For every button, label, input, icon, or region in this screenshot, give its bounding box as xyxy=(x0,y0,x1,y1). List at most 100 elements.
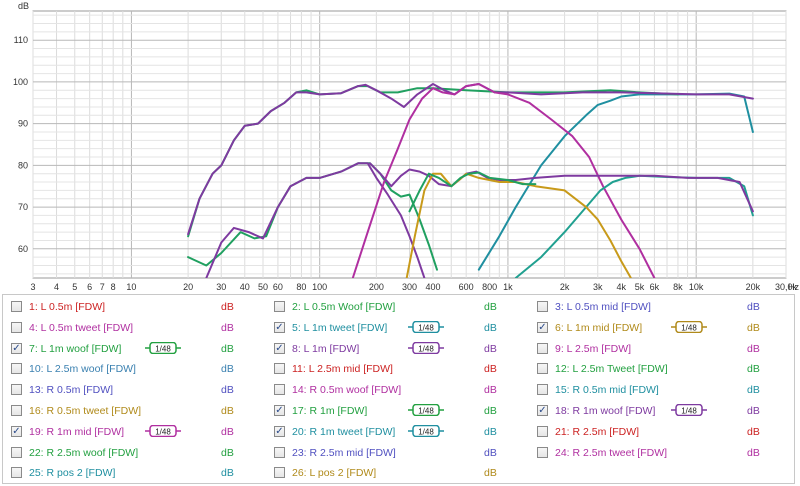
legend-checkbox[interactable] xyxy=(11,405,22,416)
legend-checkbox[interactable] xyxy=(537,301,548,312)
smoothing-badge[interactable]: 1/48 xyxy=(408,424,444,437)
x-tick-label: 100 xyxy=(312,282,327,292)
legend-entry[interactable]: ✓ 18: R 1m woof [FDW] 1/48 dB xyxy=(533,401,783,421)
legend-checkbox[interactable] xyxy=(11,321,22,333)
legend-checkbox[interactable] xyxy=(537,342,548,354)
legend-checkbox[interactable] xyxy=(537,425,548,437)
series-line-3[interactable] xyxy=(187,83,754,236)
legend-entry[interactable]: 25: R pos 2 [FDW] dB xyxy=(7,463,257,483)
frequency-response-chart[interactable]: 3 4 5 6 7 8 10 20 30 40 50 60 80 100 200 300 400 600 800 1k… xyxy=(0,0,800,292)
smoothing-badge[interactable]: 1/48 xyxy=(145,341,181,354)
smoothing-badge[interactable]: 1/48 xyxy=(145,424,181,437)
legend-checkbox[interactable] xyxy=(274,467,285,479)
smoothing-badge[interactable]: 1/48 xyxy=(671,404,707,416)
legend-label: 25: R pos 2 [FDW] xyxy=(29,467,116,480)
legend-entry[interactable]: ✓ 17: R 1m [FDW] 1/48 dB xyxy=(270,401,520,421)
legend-unit[interactable]: dB xyxy=(484,321,497,334)
legend-unit[interactable]: dB xyxy=(221,467,234,480)
legend-checkbox[interactable] xyxy=(11,363,22,375)
legend-entry[interactable]: 10: L 2.5m woof [FDW] dB xyxy=(7,359,257,379)
legend-unit[interactable]: dB xyxy=(221,425,234,438)
legend-unit[interactable]: dB xyxy=(484,425,497,438)
legend-unit[interactable]: dB xyxy=(221,301,234,313)
legend-entry[interactable]: 2: L 0.5m Woof [FDW] dB xyxy=(270,297,520,317)
legend-entry[interactable]: 13: R 0.5m [FDW] dB xyxy=(7,380,257,400)
series-line-7[interactable] xyxy=(514,174,754,278)
legend-entry[interactable]: 22: R 2.5m woof [FDW] dB xyxy=(7,443,257,463)
legend-unit[interactable]: dB xyxy=(221,363,234,376)
legend-unit[interactable]: dB xyxy=(484,301,497,313)
legend-checkbox[interactable]: ✓ xyxy=(274,405,285,416)
legend-checkbox[interactable]: ✓ xyxy=(274,321,285,333)
legend-checkbox[interactable]: ✓ xyxy=(537,405,548,416)
legend-unit[interactable]: dB xyxy=(747,342,760,355)
legend-checkbox[interactable] xyxy=(274,446,285,458)
legend-entry[interactable]: ✓ 19: R 1m mid [FDW] 1/48 dB xyxy=(7,422,257,442)
legend-unit[interactable]: dB xyxy=(484,363,497,376)
legend-entry[interactable]: ✓ 6: L 1m mid [FDW] 1/48 dB xyxy=(533,318,783,338)
legend-checkbox[interactable] xyxy=(274,384,285,396)
legend-unit[interactable]: dB xyxy=(747,301,760,313)
legend-entry[interactable]: ✓ 7: L 1m woof [FDW] 1/48 dB xyxy=(7,339,257,359)
legend-entry[interactable]: 11: L 2.5m mid [FDW] dB xyxy=(270,359,520,379)
legend-unit[interactable]: dB xyxy=(747,405,760,417)
smoothing-badge[interactable]: 1/48 xyxy=(408,404,444,416)
legend-entry[interactable]: 23: R 2.5m mid [FDW] dB xyxy=(270,443,520,463)
smoothing-badge[interactable]: 1/48 xyxy=(408,320,444,333)
legend-checkbox[interactable] xyxy=(537,384,548,396)
legend-unit[interactable]: dB xyxy=(484,342,497,355)
legend-checkbox[interactable] xyxy=(274,363,285,375)
legend-unit[interactable]: dB xyxy=(221,446,234,459)
legend-checkbox[interactable]: ✓ xyxy=(537,321,548,333)
legend-entry[interactable]: 16: R 0.5m tweet [FDW] dB xyxy=(7,401,257,421)
legend-unit[interactable]: dB xyxy=(484,467,497,480)
legend-checkbox[interactable] xyxy=(537,363,548,375)
legend-entry[interactable]: 9: L 2.5m [FDW] dB xyxy=(533,339,783,359)
legend-unit[interactable]: dB xyxy=(747,384,760,397)
legend-checkbox[interactable]: ✓ xyxy=(274,425,285,437)
legend-entry[interactable]: 15: R 0.5m mid [FDW] dB xyxy=(533,380,783,400)
legend-label: 9: L 2.5m [FDW] xyxy=(555,342,632,355)
legend-unit[interactable]: dB xyxy=(484,405,497,417)
legend-unit[interactable]: dB xyxy=(221,405,234,417)
legend-entry[interactable]: 1: L 0.5m [FDW] dB xyxy=(7,297,257,317)
legend-checkbox[interactable]: ✓ xyxy=(274,342,285,354)
legend-entry[interactable]: ✓ 20: R 1m tweet [FDW] 1/48 dB xyxy=(270,422,520,442)
legend-checkbox[interactable] xyxy=(11,446,22,458)
legend-unit[interactable]: dB xyxy=(484,384,497,397)
legend-entry[interactable]: 14: R 0.5m woof [FDW] dB xyxy=(270,380,520,400)
legend-checkbox[interactable] xyxy=(11,384,22,396)
legend-checkbox[interactable] xyxy=(11,467,22,479)
svg-text:1/48: 1/48 xyxy=(155,344,171,353)
legend-label: 3: L 0.5m mid [FDW] xyxy=(555,301,651,313)
legend-entry[interactable]: ✓ 8: L 1m [FDW] 1/48 dB xyxy=(270,339,520,359)
smoothing-badge[interactable]: 1/48 xyxy=(671,320,707,333)
legend-unit[interactable]: dB xyxy=(747,425,760,438)
legend-unit[interactable]: dB xyxy=(484,446,497,459)
legend-checkbox[interactable] xyxy=(537,446,548,458)
legend-entry[interactable]: ✓ 5: L 1m tweet [FDW] 1/48 dB xyxy=(270,318,520,338)
legend-entry[interactable]: 21: R 2.5m [FDW] dB xyxy=(533,422,783,442)
x-tick-label: 2k xyxy=(560,282,570,292)
legend-unit[interactable]: dB xyxy=(747,446,760,459)
legend-unit[interactable]: dB xyxy=(747,363,760,376)
legend-unit[interactable]: dB xyxy=(747,321,760,334)
legend-unit[interactable]: dB xyxy=(221,384,234,397)
legend-entry[interactable]: 3: L 0.5m mid [FDW] dB xyxy=(533,297,783,317)
legend-checkbox[interactable] xyxy=(11,301,22,312)
legend-checkbox[interactable] xyxy=(274,301,285,312)
series-line-9[interactable] xyxy=(405,172,632,278)
legend-unit[interactable]: dB xyxy=(221,321,234,334)
legend-entry[interactable]: 26: L pos 2 [FDW] dB xyxy=(270,463,520,483)
legend-checkbox[interactable]: ✓ xyxy=(11,425,22,437)
legend-entry[interactable]: 12: L 2.5m Tweet [FDW] dB xyxy=(533,359,783,379)
x-tick-label: 8 xyxy=(111,282,116,292)
smoothing-badge[interactable]: 1/48 xyxy=(408,341,444,354)
series-line-10[interactable] xyxy=(408,171,537,213)
legend-entry[interactable]: 24: R 2.5m tweet [FDW] dB xyxy=(533,443,783,463)
x-tick-label: 300 xyxy=(402,282,417,292)
legend-unit[interactable]: dB xyxy=(221,342,234,355)
legend-checkbox[interactable]: ✓ xyxy=(11,342,22,354)
legend-entry[interactable]: 4: L 0.5m tweet [FDW] dB xyxy=(7,318,257,338)
series-line-5[interactable] xyxy=(205,162,426,278)
